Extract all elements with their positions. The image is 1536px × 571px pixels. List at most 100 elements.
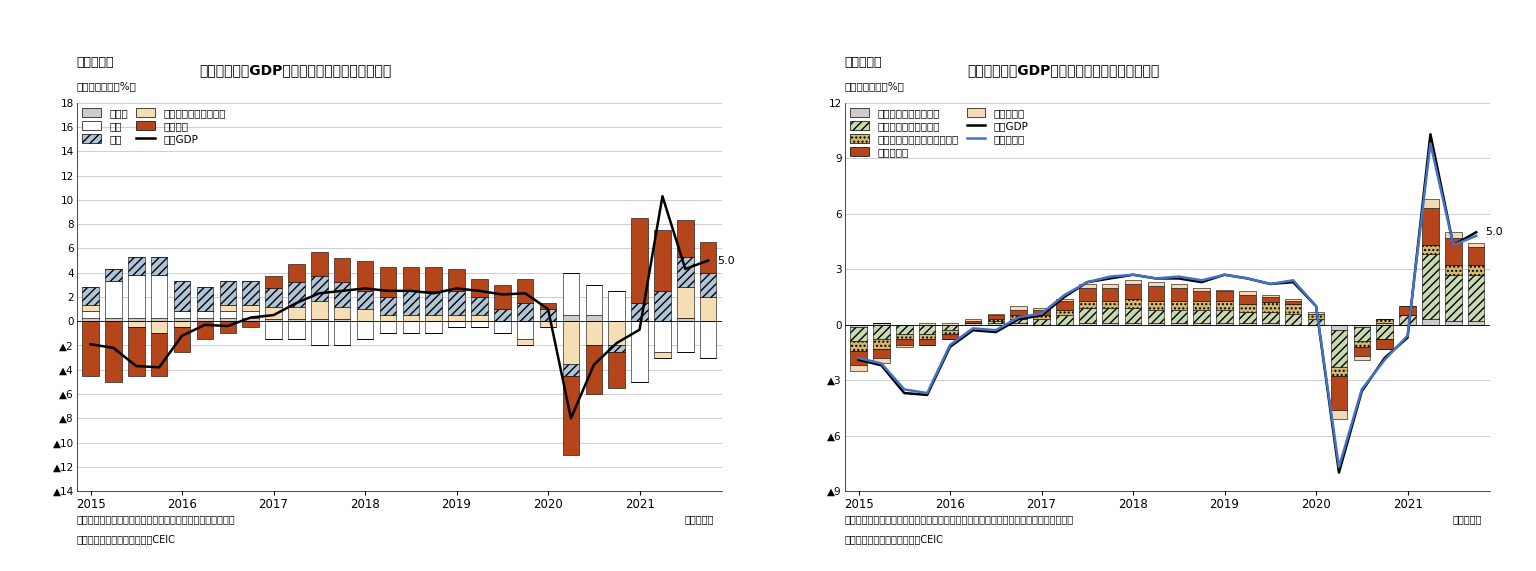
Bar	[1034, 319, 1049, 325]
Bar	[197, 321, 214, 339]
Bar	[495, 321, 510, 333]
Bar	[1330, 376, 1347, 410]
Bar	[1445, 266, 1462, 275]
Bar	[220, 312, 237, 317]
Bar	[1080, 323, 1095, 325]
Bar	[965, 321, 982, 323]
Bar	[895, 325, 912, 334]
Bar	[220, 321, 237, 333]
Bar	[1170, 288, 1187, 300]
Bar	[1330, 367, 1347, 376]
Bar	[1147, 300, 1164, 310]
Bar	[895, 339, 912, 345]
Bar	[151, 317, 167, 321]
Bar	[174, 312, 190, 317]
Bar	[1445, 321, 1462, 325]
Bar	[872, 349, 889, 358]
Text: （四半期）: （四半期）	[1453, 514, 1482, 524]
Bar	[1263, 303, 1278, 312]
Bar	[1330, 330, 1347, 367]
Bar	[1422, 208, 1439, 245]
Bar	[243, 281, 260, 305]
Bar	[1422, 199, 1439, 208]
Bar	[585, 315, 602, 321]
Bar	[1101, 284, 1118, 288]
Bar	[585, 285, 602, 315]
Bar	[1263, 312, 1278, 323]
Bar	[1101, 308, 1118, 323]
Bar	[608, 291, 625, 321]
Bar	[988, 313, 1005, 315]
Bar	[1376, 325, 1393, 339]
Bar	[425, 291, 442, 315]
Bar	[942, 323, 958, 325]
Bar	[851, 325, 866, 327]
Bar	[1193, 323, 1210, 325]
Bar	[174, 327, 190, 352]
Bar	[127, 327, 144, 376]
Bar	[1124, 280, 1141, 284]
Bar	[472, 279, 487, 297]
Bar	[1170, 323, 1187, 325]
Bar	[1240, 312, 1255, 323]
Bar	[312, 321, 327, 345]
Bar	[965, 323, 982, 325]
Bar	[1263, 295, 1278, 297]
Bar	[608, 345, 625, 352]
Bar	[1170, 284, 1187, 288]
Bar	[266, 319, 281, 321]
Bar	[942, 325, 958, 330]
Bar	[83, 287, 98, 305]
Bar	[654, 321, 671, 352]
Bar	[1034, 315, 1049, 319]
Bar	[585, 321, 602, 345]
Bar	[104, 321, 121, 382]
Bar	[1330, 325, 1347, 330]
Bar	[197, 312, 214, 317]
Bar	[312, 252, 327, 276]
Text: （前年同期比、%）: （前年同期比、%）	[77, 81, 137, 91]
Bar	[1101, 300, 1118, 308]
Bar	[1193, 291, 1210, 300]
Bar	[1011, 306, 1028, 310]
Bar	[1353, 356, 1370, 360]
Text: （資料）ロシア連邦統計局、CEIC: （資料）ロシア連邦統計局、CEIC	[77, 534, 175, 544]
Bar	[562, 315, 579, 321]
Bar	[83, 305, 98, 312]
Bar	[1170, 300, 1187, 310]
Bar	[1399, 306, 1416, 315]
Bar	[654, 352, 671, 357]
Bar	[988, 321, 1005, 323]
Bar	[333, 319, 350, 321]
Bar	[1286, 300, 1301, 304]
Text: （注）未季節調整系列の前年同期比、寄与度・総付加価値は筆者による簡易的な試算値: （注）未季節調整系列の前年同期比、寄与度・総付加価値は筆者による簡易的な試算値	[845, 514, 1074, 524]
Bar	[333, 321, 350, 345]
Bar	[1286, 313, 1301, 325]
Bar	[333, 258, 350, 283]
Bar	[379, 297, 396, 315]
Bar	[104, 281, 121, 317]
Bar	[1422, 245, 1439, 255]
Bar	[151, 275, 167, 317]
Bar	[425, 321, 442, 333]
Bar	[1011, 323, 1028, 325]
Bar	[1034, 310, 1049, 315]
Bar	[1240, 304, 1255, 312]
Bar	[220, 305, 237, 312]
Bar	[562, 364, 579, 376]
Bar	[1468, 243, 1484, 247]
Bar	[379, 315, 396, 321]
Bar	[1307, 312, 1324, 313]
Bar	[1353, 327, 1370, 341]
Bar	[243, 317, 260, 321]
Bar	[127, 275, 144, 317]
Bar	[289, 307, 304, 319]
Bar	[356, 260, 373, 291]
Bar	[312, 319, 327, 321]
Bar	[988, 323, 1005, 325]
Bar	[919, 325, 935, 334]
Bar	[1240, 323, 1255, 325]
Bar	[1286, 304, 1301, 313]
Bar	[449, 291, 465, 315]
Bar	[518, 279, 533, 303]
